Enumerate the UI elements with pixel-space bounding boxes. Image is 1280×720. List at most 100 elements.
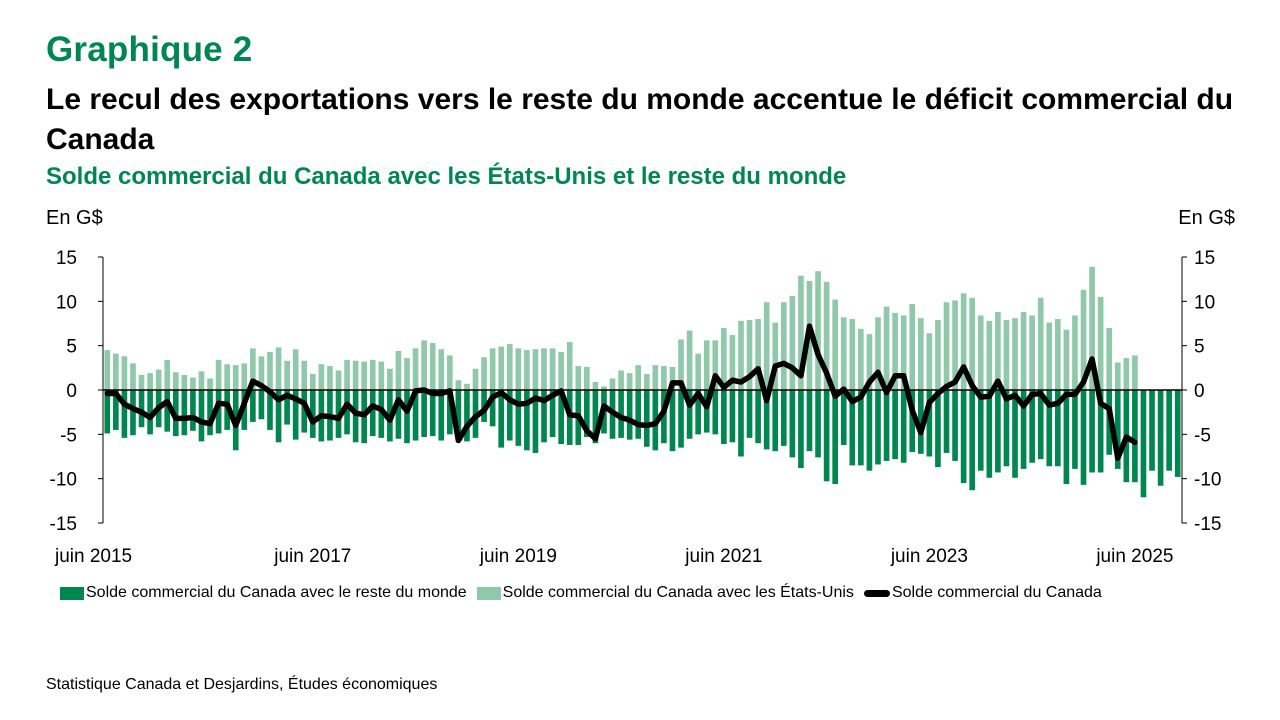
bar-united-states xyxy=(429,343,436,390)
legend-swatch-rest-of-world xyxy=(60,586,84,600)
y-axis-right-unit: En G$ xyxy=(1178,207,1235,229)
bar-united-states xyxy=(1080,289,1087,390)
bar-rest-of-world xyxy=(429,390,436,437)
bar-rest-of-world xyxy=(789,390,796,458)
bar-united-states xyxy=(1132,355,1138,390)
bar-united-states xyxy=(438,349,445,390)
y-tick-label-left: -5 xyxy=(60,425,77,446)
bar-rest-of-world xyxy=(147,390,153,435)
bar-rest-of-world xyxy=(352,390,359,443)
bar-united-states xyxy=(275,347,282,390)
bar-rest-of-world xyxy=(866,390,873,471)
bar-rest-of-world xyxy=(849,390,856,466)
bar-united-states xyxy=(823,281,830,390)
bar-united-states xyxy=(575,366,582,390)
bar-united-states xyxy=(858,328,864,390)
bar-united-states xyxy=(1063,329,1070,390)
bar-rest-of-world xyxy=(798,390,804,469)
bar-united-states xyxy=(147,373,153,390)
axes-group xyxy=(98,256,1187,524)
y-tick-label-right: -10 xyxy=(1194,470,1221,491)
bar-rest-of-world xyxy=(558,390,564,445)
bar-rest-of-world xyxy=(917,390,924,454)
bar-rest-of-world xyxy=(695,390,701,435)
bar-united-states xyxy=(840,317,847,390)
bar-rest-of-world xyxy=(1055,390,1061,467)
bar-united-states xyxy=(113,353,119,390)
bar-united-states xyxy=(344,359,350,390)
legend-label-rest-of-world: Solde commercial du Canada avec le reste… xyxy=(86,584,467,601)
bar-united-states xyxy=(318,364,325,390)
bar-rest-of-world xyxy=(995,390,1001,473)
bar-united-states xyxy=(1046,322,1053,390)
bar-rest-of-world xyxy=(438,390,445,441)
bar-united-states xyxy=(498,346,505,390)
bar-united-states xyxy=(104,350,111,390)
bar-united-states xyxy=(421,340,427,390)
bar-rest-of-world xyxy=(952,390,958,461)
bar-united-states xyxy=(378,361,385,390)
bar-rest-of-world xyxy=(618,390,624,438)
bar-united-states xyxy=(849,319,856,390)
bar-rest-of-world xyxy=(883,390,890,461)
bar-rest-of-world xyxy=(1063,390,1070,484)
bar-rest-of-world xyxy=(267,390,273,430)
x-tick-label: juin 2015 xyxy=(54,546,132,567)
bar-rest-of-world xyxy=(515,390,522,446)
bar-rest-of-world xyxy=(892,390,898,460)
bar-rest-of-world xyxy=(412,390,419,441)
bar-united-states xyxy=(130,363,136,390)
y-tick-label-right: -5 xyxy=(1194,425,1211,446)
bar-rest-of-world xyxy=(489,390,496,427)
bar-united-states xyxy=(1020,311,1027,390)
y-axis-left-unit: En G$ xyxy=(46,207,103,229)
bar-rest-of-world xyxy=(858,390,864,466)
bar-united-states xyxy=(1072,315,1078,390)
bar-rest-of-world xyxy=(292,390,299,440)
bar-united-states xyxy=(866,334,873,390)
legend-item-united-states: Solde commercial du Canada avec les État… xyxy=(476,584,854,602)
bar-united-states xyxy=(121,356,128,390)
bar-united-states xyxy=(712,340,719,390)
bar-rest-of-world xyxy=(669,390,676,452)
bar-rest-of-world xyxy=(121,390,128,438)
bar-rest-of-world xyxy=(832,390,838,484)
bar-rest-of-world xyxy=(284,390,290,425)
bar-united-states xyxy=(960,293,967,390)
bar-rest-of-world xyxy=(506,390,513,441)
bar-rest-of-world xyxy=(977,390,984,471)
bar-rest-of-world xyxy=(455,390,462,440)
x-tick-label: juin 2023 xyxy=(890,546,968,567)
bar-rest-of-world xyxy=(960,390,967,484)
bar-rest-of-world xyxy=(1114,390,1121,469)
x-tick-label: juin 2021 xyxy=(684,546,762,567)
bar-rest-of-world xyxy=(549,390,556,437)
bar-rest-of-world xyxy=(755,390,761,444)
bar-united-states xyxy=(875,317,881,390)
bar-rest-of-world xyxy=(378,390,385,438)
bar-united-states xyxy=(207,378,213,390)
bar-united-states xyxy=(892,312,898,390)
bar-rest-of-world xyxy=(404,390,410,444)
bar-rest-of-world xyxy=(1174,390,1181,477)
bar-rest-of-world xyxy=(772,390,779,452)
bar-rest-of-world xyxy=(900,390,907,463)
bar-rest-of-world xyxy=(703,390,710,433)
bar-united-states xyxy=(138,374,145,390)
bar-united-states xyxy=(883,306,890,390)
bar-united-states xyxy=(241,363,248,390)
bar-united-states xyxy=(772,322,779,390)
bar-united-states xyxy=(301,360,308,390)
bar-rest-of-world xyxy=(592,390,599,444)
bar-united-states xyxy=(729,335,736,390)
bar-united-states xyxy=(652,365,659,390)
bar-rest-of-world xyxy=(1029,390,1035,463)
bar-rest-of-world xyxy=(130,390,136,436)
bar-united-states xyxy=(532,349,539,390)
bar-united-states xyxy=(190,377,196,390)
y-tick-label-right: 15 xyxy=(1194,248,1215,269)
bar-rest-of-world xyxy=(815,390,821,458)
bar-rest-of-world xyxy=(840,390,847,445)
legend-swatch-total xyxy=(863,589,890,597)
bar-united-states xyxy=(232,365,239,390)
